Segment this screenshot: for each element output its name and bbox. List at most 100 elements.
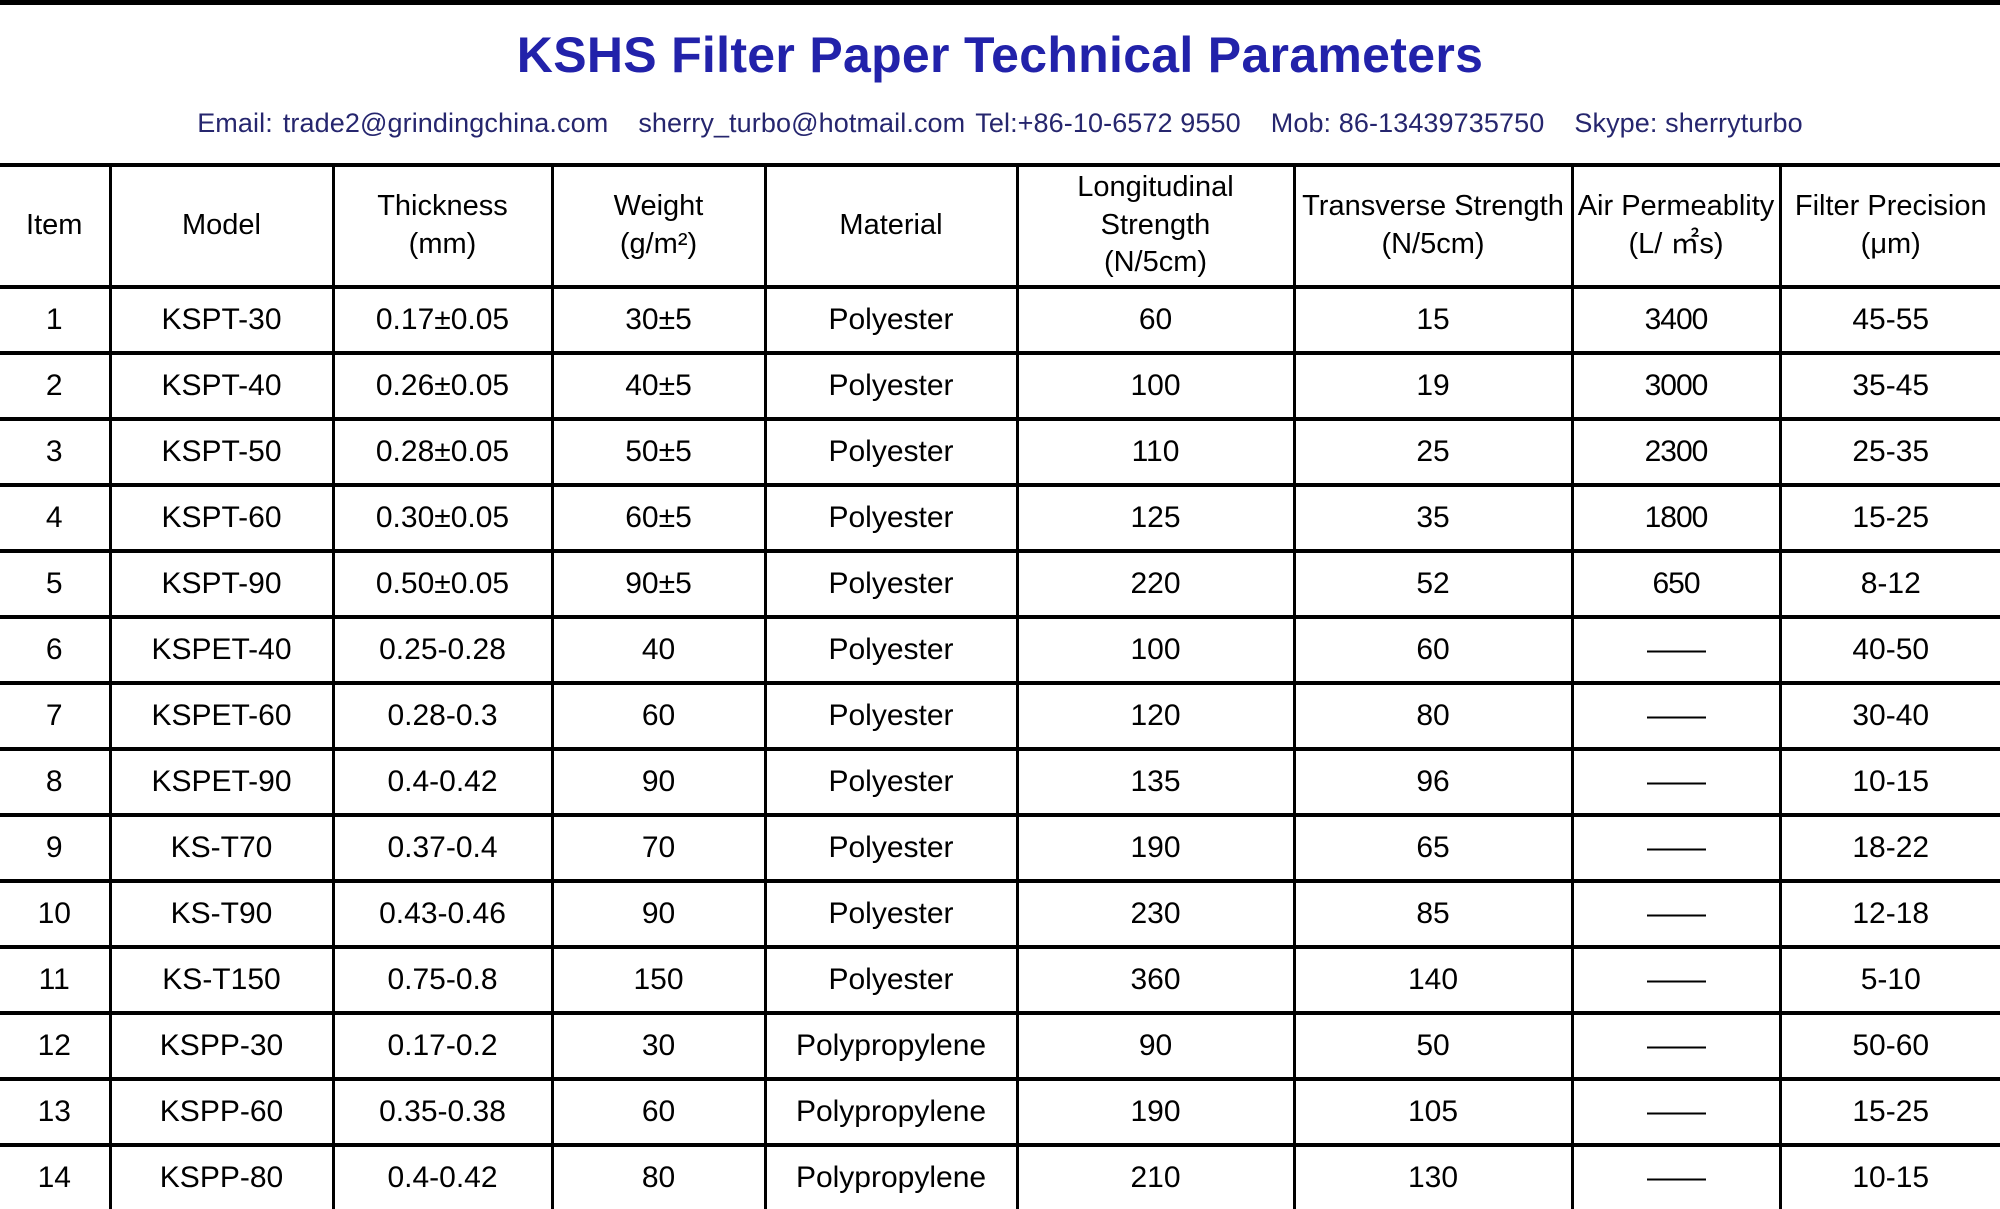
cell-weight: 60: [552, 1079, 765, 1145]
cell-transverse-strength: 25: [1294, 419, 1572, 485]
cell-weight: 90: [552, 749, 765, 815]
cell-weight: 90: [552, 881, 765, 947]
table-row: 8 KSPET-90 0.4-0.42 90 Polyester 135 96 …: [0, 749, 2000, 815]
cell-weight: 150: [552, 947, 765, 1013]
cell-air-permeability: 3400: [1572, 287, 1780, 353]
cell-transverse-strength: 60: [1294, 617, 1572, 683]
table-row: 6 KSPET-40 0.25-0.28 40 Polyester 100 60…: [0, 617, 2000, 683]
cell-filter-precision: 18-22: [1780, 815, 2000, 881]
column-header-longitudinal-strength-unit: (N/5cm): [1019, 244, 1293, 282]
cell-item: 10: [0, 881, 110, 947]
cell-filter-precision: 8-12: [1780, 551, 2000, 617]
mobile-number[interactable]: Mob: 86-13439735750: [1271, 108, 1545, 138]
cell-air-permeability: ——: [1572, 1079, 1780, 1145]
table-row: 9 KS-T70 0.37-0.4 70 Polyester 190 65 ——…: [0, 815, 2000, 881]
column-header-model-name: Model: [182, 209, 261, 241]
cell-item: 8: [0, 749, 110, 815]
cell-item: 2: [0, 353, 110, 419]
cell-longitudinal-strength: 210: [1017, 1145, 1294, 1209]
table-row: 12 KSPP-30 0.17-0.2 30 Polypropylene 90 …: [0, 1013, 2000, 1079]
cell-filter-precision: 5-10: [1780, 947, 2000, 1013]
cell-thickness: 0.30±0.05: [333, 485, 552, 551]
cell-item: 4: [0, 485, 110, 551]
cell-weight: 40: [552, 617, 765, 683]
cell-material: Polyester: [765, 617, 1017, 683]
cell-model: KSPP-30: [110, 1013, 333, 1079]
cell-longitudinal-strength: 100: [1017, 353, 1294, 419]
column-header-item: Item: [0, 165, 110, 287]
cell-air-permeability: ——: [1572, 1013, 1780, 1079]
cell-air-permeability: ——: [1572, 749, 1780, 815]
cell-filter-precision: 40-50: [1780, 617, 2000, 683]
cell-item: 13: [0, 1079, 110, 1145]
cell-material: Polyester: [765, 485, 1017, 551]
email-label: Email:: [197, 108, 273, 138]
cell-transverse-strength: 80: [1294, 683, 1572, 749]
cell-filter-precision: 10-15: [1780, 749, 2000, 815]
table-body: 1 KSPT-30 0.17±0.05 30±5 Polyester 60 15…: [0, 287, 2000, 1209]
skype-handle[interactable]: Skype: sherryturbo: [1574, 108, 1802, 138]
cell-material: Polyester: [765, 881, 1017, 947]
cell-item: 5: [0, 551, 110, 617]
column-header-air-permeability: Air Permeablity (L/ ㎡s): [1572, 165, 1780, 287]
cell-material: Polyester: [765, 419, 1017, 485]
cell-air-permeability: 650: [1572, 551, 1780, 617]
cell-weight: 60±5: [552, 485, 765, 551]
column-header-transverse-strength: Transverse Strength (N/5cm): [1294, 165, 1572, 287]
cell-material: Polyester: [765, 551, 1017, 617]
column-header-transverse-strength-name: Transverse Strength: [1302, 190, 1564, 222]
cell-material: Polypropylene: [765, 1145, 1017, 1209]
cell-transverse-strength: 35: [1294, 485, 1572, 551]
cell-weight: 60: [552, 683, 765, 749]
cell-item: 11: [0, 947, 110, 1013]
column-header-filter-precision-unit: (μm): [1782, 226, 2000, 264]
column-header-air-permeability-unit: (L/ ㎡s): [1574, 226, 1779, 264]
cell-material: Polypropylene: [765, 1013, 1017, 1079]
cell-item: 1: [0, 287, 110, 353]
cell-longitudinal-strength: 100: [1017, 617, 1294, 683]
cell-longitudinal-strength: 125: [1017, 485, 1294, 551]
cell-thickness: 0.37-0.4: [333, 815, 552, 881]
cell-air-permeability: 1800: [1572, 485, 1780, 551]
cell-air-permeability: 2300: [1572, 419, 1780, 485]
cell-weight: 50±5: [552, 419, 765, 485]
cell-filter-precision: 30-40: [1780, 683, 2000, 749]
cell-weight: 30: [552, 1013, 765, 1079]
table-row: 13 KSPP-60 0.35-0.38 60 Polypropylene 19…: [0, 1079, 2000, 1145]
table-row: 10 KS-T90 0.43-0.46 90 Polyester 230 85 …: [0, 881, 2000, 947]
cell-transverse-strength: 50: [1294, 1013, 1572, 1079]
column-header-weight-unit: (g/m²): [554, 226, 764, 264]
cell-material: Polypropylene: [765, 1079, 1017, 1145]
cell-thickness: 0.17-0.2: [333, 1013, 552, 1079]
email-address-secondary[interactable]: sherry_turbo@hotmail.com: [638, 108, 965, 138]
telephone-number[interactable]: Tel:+86-10-6572 9550: [975, 108, 1240, 138]
cell-filter-precision: 45-55: [1780, 287, 2000, 353]
cell-material: Polyester: [765, 815, 1017, 881]
cell-model: KSPT-40: [110, 353, 333, 419]
cell-transverse-strength: 15: [1294, 287, 1572, 353]
cell-thickness: 0.4-0.42: [333, 1145, 552, 1209]
cell-material: Polyester: [765, 749, 1017, 815]
cell-thickness: 0.50±0.05: [333, 551, 552, 617]
technical-parameters-table: Item Model Thickness (mm) Weight (g/m²) …: [0, 163, 2000, 1209]
cell-longitudinal-strength: 120: [1017, 683, 1294, 749]
cell-weight: 80: [552, 1145, 765, 1209]
cell-longitudinal-strength: 360: [1017, 947, 1294, 1013]
cell-model: KSPT-90: [110, 551, 333, 617]
cell-thickness: 0.25-0.28: [333, 617, 552, 683]
table-row: 3 KSPT-50 0.28±0.05 50±5 Polyester 110 2…: [0, 419, 2000, 485]
cell-air-permeability: 3000: [1572, 353, 1780, 419]
column-header-air-permeability-name: Air Permeablity: [1578, 190, 1775, 222]
column-header-thickness-unit: (mm): [335, 226, 551, 264]
cell-item: 7: [0, 683, 110, 749]
cell-weight: 40±5: [552, 353, 765, 419]
cell-longitudinal-strength: 190: [1017, 1079, 1294, 1145]
cell-material: Polyester: [765, 683, 1017, 749]
column-header-filter-precision-name: Filter Precision: [1795, 190, 1987, 222]
cell-model: KSPT-60: [110, 485, 333, 551]
cell-model: KSPP-60: [110, 1079, 333, 1145]
cell-transverse-strength: 105: [1294, 1079, 1572, 1145]
page-title: KSHS Filter Paper Technical Parameters: [0, 29, 2000, 82]
cell-transverse-strength: 130: [1294, 1145, 1572, 1209]
email-address-primary[interactable]: trade2@grindingchina.com: [283, 108, 609, 138]
